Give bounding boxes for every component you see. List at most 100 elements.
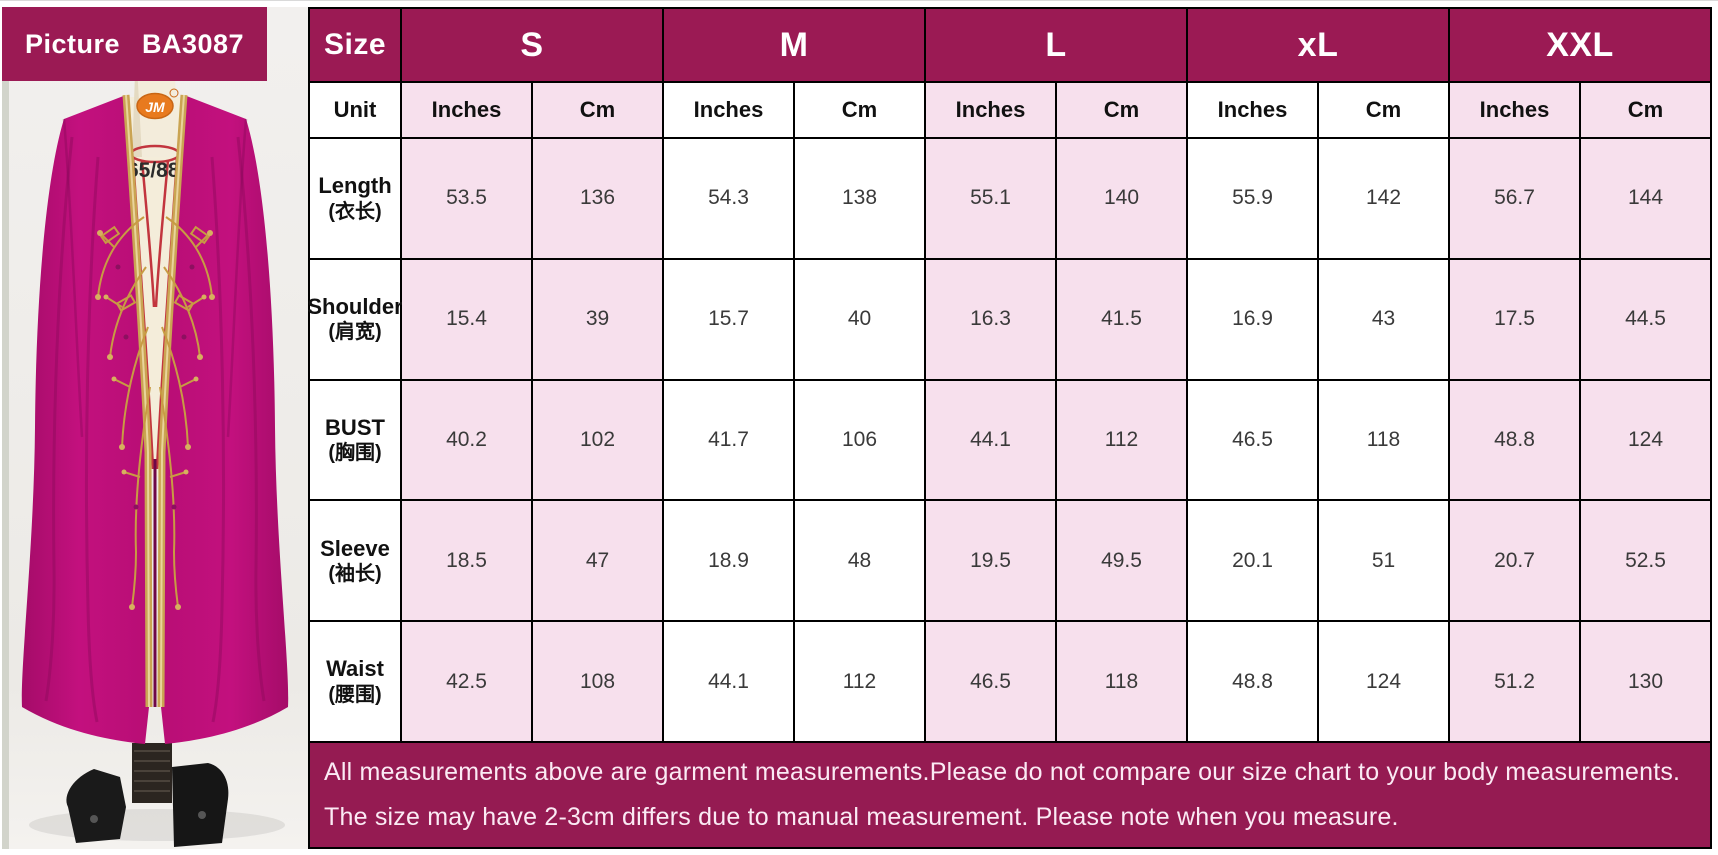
measurement-cell: 40.2 — [402, 380, 531, 500]
jm-logo: JM — [136, 88, 179, 120]
row-label-zh: (胸围) — [328, 442, 382, 465]
unit-cell-cm: Cm — [1581, 83, 1710, 137]
row-label-en: Shoulder — [307, 293, 403, 319]
product-photo-illustration: JM 165/88B — [2, 7, 308, 849]
measurement-cell: 124 — [1581, 380, 1710, 500]
measurement-cell: 47 — [533, 501, 662, 621]
size-col-header-M: M — [664, 9, 924, 81]
row-label-bust: BUST (胸围) — [310, 380, 400, 500]
measurement-cell: 124 — [1319, 622, 1448, 741]
row-label-sleeve: Sleeve (袖长) — [310, 501, 400, 621]
row-label-en: Length — [318, 173, 392, 199]
measurement-cell: 44.5 — [1581, 259, 1710, 379]
product-code: BA3087 — [141, 28, 245, 59]
unit-cell-inches: Inches — [1450, 83, 1579, 137]
unit-cell-cm: Cm — [795, 83, 924, 137]
measurement-cell: 41.7 — [664, 380, 793, 500]
measurement-cell: 138 — [795, 139, 924, 258]
measurement-cell: 15.7 — [664, 259, 793, 379]
measurement-cell: 20.1 — [1188, 501, 1317, 621]
measurement-cell: 56.7 — [1450, 139, 1579, 258]
row-label-en: Waist — [326, 656, 384, 682]
note-line-1: All measurements above are garment measu… — [324, 758, 1681, 787]
embroidery-beads — [95, 230, 215, 610]
mannequin-feet — [66, 763, 229, 847]
row-label-zh: (腰围) — [328, 683, 382, 706]
row-label-en: Sleeve — [320, 535, 390, 561]
gold-trim — [122, 94, 188, 708]
measurement-cell: 51 — [1319, 501, 1448, 621]
measurement-cell: 48.8 — [1450, 380, 1579, 500]
measurement-cell: 55.9 — [1188, 139, 1317, 258]
measurement-cell: 136 — [533, 139, 662, 258]
unit-cell-cm: Cm — [1319, 83, 1448, 137]
measurement-cell: 49.5 — [1057, 501, 1186, 621]
embroidery-beads-magenta — [115, 264, 195, 510]
picture-header: Picture BA3087 — [2, 7, 267, 81]
unit-header: Unit — [310, 83, 400, 137]
measurement-cell: 15.4 — [402, 259, 531, 379]
measurement-cell: 55.1 — [926, 139, 1055, 258]
row-label-shoulder: Shoulder (肩宽) — [307, 259, 403, 379]
unit-cell-inches: Inches — [664, 83, 793, 137]
measurement-cell: 102 — [533, 380, 662, 500]
size-col-header-S: S — [402, 9, 662, 81]
measurement-cell: 52.5 — [1581, 501, 1710, 621]
measurement-cell: 108 — [533, 622, 662, 741]
unit-cell-cm: Cm — [533, 83, 662, 137]
measurement-cell: 16.3 — [926, 259, 1055, 379]
measurement-cell: 40 — [795, 259, 924, 379]
measurement-cell: 112 — [1057, 380, 1186, 500]
size-header: Size — [310, 9, 400, 81]
dress — [21, 95, 289, 744]
measurement-cell: 41.5 — [1057, 259, 1186, 379]
measurement-cell: 53.5 — [402, 139, 531, 258]
measurement-cell: 42.5 — [402, 622, 531, 741]
measurement-cell: 118 — [1057, 622, 1186, 741]
measurement-cell: 19.5 — [926, 501, 1055, 621]
row-label-en: BUST — [325, 414, 385, 440]
size-col-header-L: L — [926, 9, 1186, 81]
measurement-cell: 46.5 — [926, 622, 1055, 741]
jm-logo-text: JM — [145, 99, 165, 115]
note-line-2: The size may have 2-3cm differs due to m… — [324, 802, 1399, 831]
product-photo: JM 165/88B — [2, 7, 308, 849]
size-col-header-xL: xL — [1188, 9, 1448, 81]
embroidery — [97, 216, 213, 608]
measurement-cell: 142 — [1319, 139, 1448, 258]
measurement-cell: 48 — [795, 501, 924, 621]
measurement-cell: 118 — [1319, 380, 1448, 500]
row-label-waist: Waist (腰围) — [310, 622, 400, 741]
measurement-cell: 51.2 — [1450, 622, 1579, 741]
measurement-cell: 48.8 — [1188, 622, 1317, 741]
measurement-cell: 112 — [795, 622, 924, 741]
picture-label: Picture — [24, 28, 120, 59]
row-label-zh: (肩宽) — [328, 321, 382, 344]
unit-cell-inches: Inches — [402, 83, 531, 137]
measurement-cell: 18.5 — [402, 501, 531, 621]
measurement-cell: 44.1 — [926, 380, 1055, 500]
unit-cell-cm: Cm — [1057, 83, 1186, 137]
row-label-length: Length (衣长) — [310, 139, 400, 258]
measurement-cell: 130 — [1581, 622, 1710, 741]
measurement-cell: 144 — [1581, 139, 1710, 258]
measurement-cell: 17.5 — [1450, 259, 1579, 379]
size-col-header-XXL: XXL — [1450, 9, 1710, 81]
unit-cell-inches: Inches — [926, 83, 1055, 137]
measurement-cell: 39 — [533, 259, 662, 379]
measurement-cell: 18.9 — [664, 501, 793, 621]
measurement-cell: 43 — [1319, 259, 1448, 379]
measurement-cell: 54.3 — [664, 139, 793, 258]
row-label-zh: (衣长) — [328, 200, 382, 223]
measurement-cell: 140 — [1057, 139, 1186, 258]
measurement-cell: 46.5 — [1188, 380, 1317, 500]
unit-cell-inches: Inches — [1188, 83, 1317, 137]
measurement-cell: 44.1 — [664, 622, 793, 741]
measurement-cell: 16.9 — [1188, 259, 1317, 379]
stand-base — [132, 743, 172, 803]
row-label-zh: (袖长) — [328, 563, 382, 586]
measurement-note: All measurements above are garment measu… — [310, 743, 1710, 847]
measurement-cell: 106 — [795, 380, 924, 500]
